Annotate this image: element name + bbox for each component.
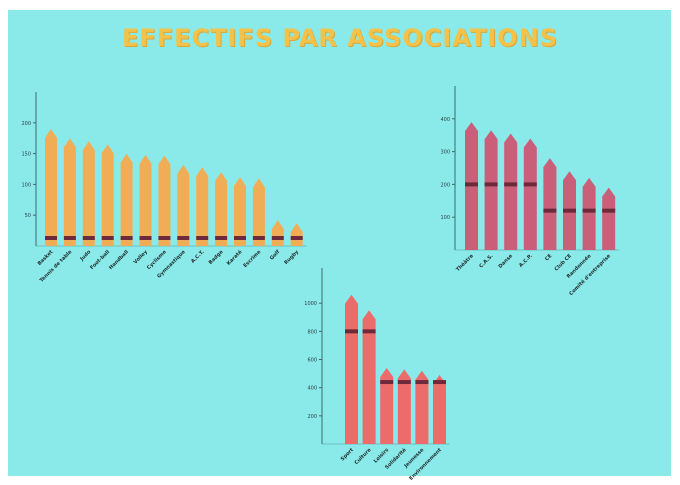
y-tick-label: 150 [21,152,31,158]
x-tick-label: Golf [269,249,282,262]
bar [504,133,518,250]
bar-marker [563,208,576,213]
bar-marker [397,380,411,385]
bar-marker [484,182,498,187]
x-tick-label: A.C.T. [190,249,206,265]
y-tick-label: 400 [440,117,450,123]
bar-marker [234,235,246,240]
bar [290,223,303,246]
x-tick-label: Culture [354,447,373,466]
bar [397,369,411,444]
y-tick-label: 100 [440,215,450,221]
x-tick-label: Club CE [554,253,574,273]
x-tick-label: Environnement [408,447,443,482]
bar [602,187,616,250]
x-tick-label: C.A.S. [478,253,494,269]
bar [582,177,596,250]
bar [101,144,114,246]
page-title: EFFECTIFS PAR ASSOCIATIONS [121,24,559,52]
x-tick-label: Théâtre [454,252,475,273]
bar [271,220,284,246]
y-tick-label: 800 [307,329,317,335]
bar-marker [602,208,616,213]
bar [45,128,57,246]
y-tick-label: 50 [25,213,31,219]
y-tick-label: 100 [21,182,31,188]
bar [139,154,152,246]
bar [380,367,394,444]
bar-marker [345,329,358,334]
bar-marker [523,182,537,187]
bar [362,310,376,444]
y-tick-label: 200 [307,414,317,420]
x-tick-label: Escrime [242,249,262,269]
bar [158,155,171,246]
bar-marker [101,235,114,240]
x-tick-label: Volley [133,249,150,266]
y-tick-label: 200 [21,121,31,127]
chart2: 100 200 300 400 Théâtre C.A.S. Danse A.C.P. CE Cl… [440,86,620,297]
bar [252,178,265,246]
bar-marker [45,235,57,240]
x-tick-label: Rugby [283,249,300,266]
x-tick-label: Handball [108,249,130,271]
x-tick-label: Badge [208,249,225,266]
x-tick-label: Sport [340,447,356,463]
bar [523,138,537,250]
x-tick-label: Danse [498,253,515,270]
y-tick-label: 600 [307,358,317,364]
bar-marker [271,235,284,240]
bar-marker [158,235,171,240]
bar [484,130,498,250]
bar [415,370,429,444]
bar [433,375,446,444]
bar-marker [543,208,557,213]
bar-marker [504,182,518,187]
bar [345,294,358,444]
bar [63,138,76,246]
bar-marker [177,235,190,240]
bar [543,158,557,250]
bar-marker [290,235,303,240]
bar-marker [82,235,95,240]
bar [234,177,246,246]
x-tick-label: A.C.P. [518,253,534,269]
y-tick-label: 400 [307,386,317,392]
x-tick-label: CE [544,253,554,263]
bar-marker [196,235,209,240]
bar-marker [252,235,265,240]
bar-marker [120,235,133,240]
bar-marker [582,208,596,213]
x-tick-label: Karaté [225,248,244,267]
y-tick-label: 300 [440,150,450,156]
bar [177,164,190,246]
bar-marker [362,329,376,334]
chart-background [8,10,671,476]
bar-marker [415,380,429,385]
x-tick-label: Basket [37,249,55,267]
bar [196,167,209,246]
x-tick-label: Judo [78,249,92,263]
y-tick-label: 200 [440,182,450,188]
bar [215,172,228,246]
bar-marker [433,380,446,385]
bar-marker [139,235,152,240]
bar-marker [63,235,76,240]
bar-marker [380,380,394,385]
y-tick-label: 1000 [304,301,317,307]
bar-marker [215,235,228,240]
bar [120,153,133,246]
bar-marker [465,182,478,187]
bar [82,141,95,246]
